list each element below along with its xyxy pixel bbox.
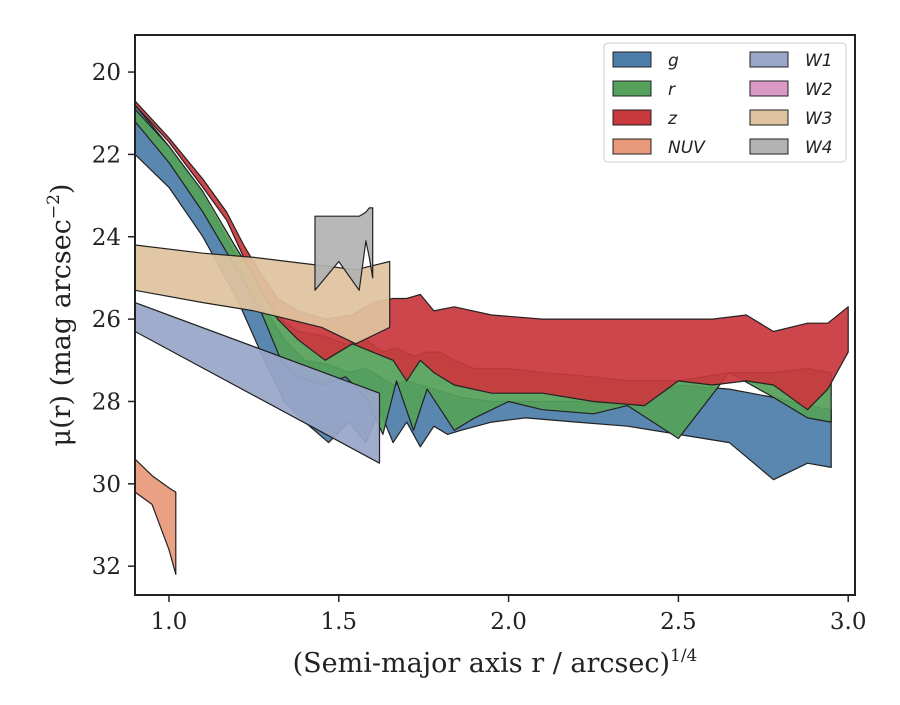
y-tick-label: 24 [92, 225, 121, 251]
legend-swatch-nuv [612, 138, 652, 155]
x-tick-label: 2.5 [660, 609, 697, 635]
legend-label-g: g [668, 51, 679, 71]
x-tick-label: 2.0 [490, 609, 527, 635]
legend-swatch-g [612, 51, 652, 68]
y-tick-label: 22 [92, 142, 121, 168]
legend-swatch-w2 [749, 80, 789, 97]
band-w4 [314, 207, 374, 291]
y-tick-label: 28 [92, 389, 121, 415]
legend-swatch-w1 [749, 51, 789, 68]
legend-swatch-z [612, 109, 652, 126]
band-nuv [135, 458, 177, 575]
legend-label-w2: W2 [805, 80, 833, 100]
legend-label-w1: W1 [805, 51, 833, 71]
legend-swatch-w4 [749, 138, 789, 155]
legend-label-w3: W3 [805, 109, 833, 129]
y-tick-label: 26 [92, 307, 121, 333]
x-tick-label: 3.0 [830, 609, 867, 635]
y-tick-label: 20 [92, 60, 121, 86]
band-w1 [135, 302, 381, 464]
legend-swatch-r [612, 80, 652, 97]
y-axis-label: μ(r) (mag arcsec−2) [44, 184, 77, 447]
y-tick-label: 30 [92, 472, 121, 498]
legend-label-nuv: NUV [668, 138, 706, 158]
y-tick-label: 32 [92, 554, 121, 580]
x-tick-label: 1.5 [320, 609, 357, 635]
legend-label-w4: W4 [805, 138, 833, 158]
legend-frame [603, 42, 847, 163]
legend-label-z: z [667, 109, 678, 129]
plot-frame [134, 34, 856, 596]
x-axis-label: (Semi-major axis r / arcsec)1/4 [293, 646, 698, 679]
legend-label-r: r [668, 80, 676, 100]
legend-swatch-w3 [749, 109, 789, 126]
x-tick-label: 1.0 [151, 609, 188, 635]
legend: grz NUV W1 W2 W3 W4 [603, 42, 847, 163]
